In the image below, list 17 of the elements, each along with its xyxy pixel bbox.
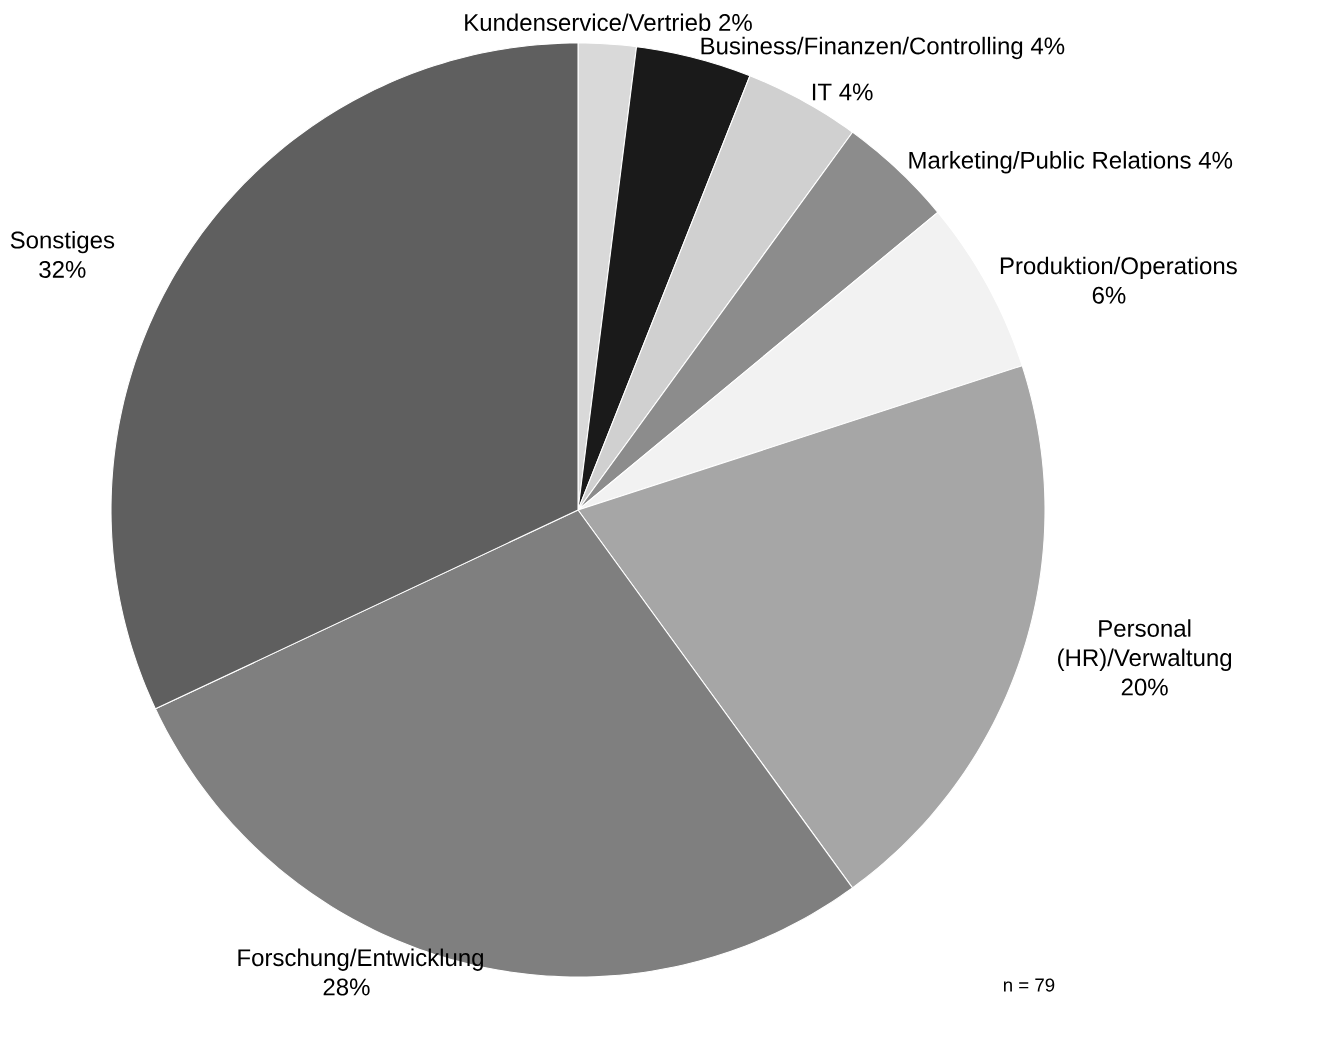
- slice-label: Sonstiges: [10, 230, 115, 254]
- data-label: 4%: [1030, 37, 1065, 55]
- slice-label: Kundenservice/Vertrieb: [465, 13, 711, 32]
- data-label: 28%: [323, 978, 370, 996]
- data-label: 6%: [1092, 286, 1126, 304]
- slice-label: Business/Finanzen/Controlling: [701, 36, 1023, 60]
- slice-label: Marketing/Public Relations: [909, 151, 1191, 174]
- data-label: 2%: [719, 14, 752, 31]
- data-label: 4%: [839, 83, 873, 101]
- slice-label: IT: [812, 83, 832, 101]
- data-label: 20%: [1121, 678, 1168, 696]
- data-label: 32%: [39, 260, 86, 278]
- slice-label: Personal (HR)/Verwaltung: [1058, 619, 1232, 671]
- slice-label: Produktion/Operations: [1000, 256, 1237, 280]
- text: n = 79: [1003, 978, 1055, 992]
- slice-label: Forschung/Entwicklung: [238, 948, 483, 971]
- data-label: 4%: [1198, 151, 1233, 169]
